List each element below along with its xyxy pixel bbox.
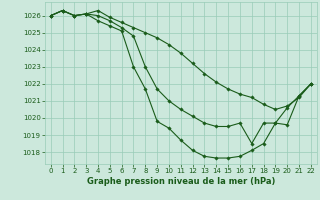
X-axis label: Graphe pression niveau de la mer (hPa): Graphe pression niveau de la mer (hPa) [87,177,275,186]
